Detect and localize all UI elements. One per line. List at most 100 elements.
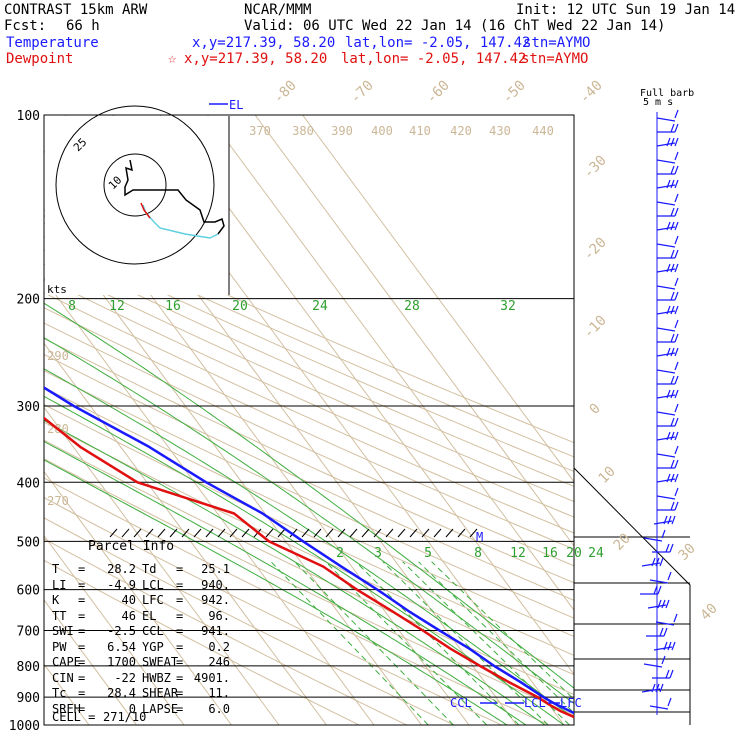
mixing-ratio-label: 16 bbox=[542, 546, 558, 561]
wind-barb bbox=[652, 543, 674, 553]
moist-adiabat-label: 28 bbox=[404, 299, 420, 314]
temperature-legend-label: Temperature bbox=[6, 35, 99, 51]
wind-barb-flag bbox=[670, 333, 675, 343]
lfc-hatch-mark bbox=[397, 528, 406, 538]
wind-barb-flag bbox=[674, 221, 679, 231]
parcel-param-name: CAPE bbox=[52, 655, 81, 669]
parcel-param-name: Tc bbox=[52, 686, 67, 700]
wind-barb bbox=[649, 571, 672, 584]
valid-time: Valid: 06 UTC Wed 22 Jan 14 (16 ChT Wed … bbox=[244, 18, 666, 34]
dry-adiabat-line bbox=[44, 263, 574, 503]
dry-adiabat-line bbox=[44, 517, 455, 725]
wind-barb-shaft bbox=[656, 495, 676, 500]
pressure-tick-label: 500 bbox=[17, 535, 40, 550]
isotherm-label: 0 bbox=[587, 401, 604, 418]
lfc-hatch-mark bbox=[337, 528, 346, 538]
pressure-tick-label: 400 bbox=[17, 476, 40, 491]
sounding-point bbox=[233, 512, 235, 515]
moist-adiabat-label: 20 bbox=[232, 299, 248, 314]
wind-barb-shaft bbox=[656, 159, 676, 164]
sounding-point bbox=[407, 610, 410, 612]
sounding-point bbox=[376, 588, 379, 591]
wind-barb bbox=[641, 557, 664, 567]
wind-barb bbox=[656, 487, 679, 500]
wind-barb-flag bbox=[674, 207, 679, 217]
wind-barb bbox=[656, 277, 679, 290]
moist-adiabat-line bbox=[44, 459, 508, 725]
dry-adiabat-line bbox=[44, 386, 574, 638]
wind-barb-flag bbox=[674, 445, 679, 455]
isotherm-label: -60 bbox=[424, 78, 453, 107]
wind-barb-shaft bbox=[656, 411, 676, 416]
isotherm-line bbox=[44, 599, 137, 725]
isotherm-label: -20 bbox=[581, 235, 610, 264]
parcel-param-name: LCL bbox=[142, 577, 164, 592]
wind-barb-shaft bbox=[649, 579, 669, 584]
wind-barb-flag bbox=[670, 123, 675, 133]
dry-adiabat-line bbox=[44, 559, 360, 725]
wind-barb bbox=[657, 165, 679, 175]
moist-adiabat-label: 8 bbox=[68, 299, 76, 314]
wind-barb-flag bbox=[674, 123, 679, 133]
wind-barb bbox=[657, 375, 679, 385]
fcst-label: Fcst: bbox=[4, 18, 47, 34]
equals-sign: = bbox=[176, 670, 184, 685]
parcel-param-value: 25.1 bbox=[201, 562, 230, 576]
equals-sign: = bbox=[176, 686, 184, 700]
wind-barb bbox=[656, 319, 679, 332]
wind-barb-flag bbox=[651, 683, 656, 693]
wind-barb-flag bbox=[667, 571, 672, 581]
wind-barb bbox=[656, 151, 679, 164]
isotherm-label: 40 bbox=[698, 601, 721, 624]
sounding-point bbox=[449, 648, 452, 650]
isotherm-label: -30 bbox=[581, 153, 610, 182]
lfc-hatch-mark bbox=[193, 528, 202, 538]
dry-adiabat-label: 370 bbox=[249, 124, 271, 138]
pressure-tick-label: 100 bbox=[17, 109, 40, 124]
pressure-tick-label: 800 bbox=[17, 660, 40, 675]
hodograph-unit: kts bbox=[47, 283, 67, 296]
parcel-param-name: SHEAR bbox=[142, 686, 179, 700]
parcel-param-value: 1700 bbox=[107, 655, 136, 669]
parcel-param-name: CIN bbox=[52, 670, 74, 685]
sounding-point bbox=[148, 446, 150, 448]
equals-sign: = bbox=[78, 639, 86, 654]
wind-barb-flag bbox=[674, 361, 679, 371]
equals-sign: = bbox=[176, 562, 184, 576]
sounding-point bbox=[536, 696, 539, 698]
equals-sign: = bbox=[176, 608, 184, 623]
mixing-ratio-line bbox=[294, 561, 454, 725]
wind-barb-flag bbox=[674, 165, 679, 175]
wind-barb bbox=[641, 683, 664, 693]
dry-adiabat-label: 290 bbox=[47, 349, 69, 363]
hodograph-panel bbox=[45, 116, 229, 295]
wind-barb-flag bbox=[670, 417, 675, 427]
lfc-hatch-mark bbox=[181, 528, 190, 538]
moist-adiabat-line bbox=[44, 368, 574, 719]
pressure-tick-label: 200 bbox=[17, 293, 40, 308]
mixing-ratio-label: 8 bbox=[474, 546, 482, 561]
wind-barb-flag bbox=[657, 585, 662, 595]
sounding-point bbox=[136, 481, 139, 484]
wind-barb-shaft bbox=[656, 285, 676, 290]
wind-barb bbox=[653, 641, 676, 651]
wind-barb-flag bbox=[674, 235, 679, 245]
parcel-param-value: 6.0 bbox=[208, 701, 230, 716]
lfc-hatch-mark bbox=[433, 528, 442, 538]
lfc-hatch-mark bbox=[217, 528, 226, 538]
barb-frame-line bbox=[573, 467, 691, 725]
wind-barb-shaft bbox=[656, 369, 676, 374]
lfc-hatch-mark bbox=[157, 528, 166, 538]
cell-value: 271/10 bbox=[103, 710, 147, 724]
moist-adiabat-label: 16 bbox=[165, 299, 181, 314]
mixing-ratio-label: 3 bbox=[374, 546, 382, 561]
dry-adiabat-line bbox=[44, 292, 574, 534]
sounding-point bbox=[322, 565, 325, 568]
cell-label: CELL = bbox=[52, 710, 96, 724]
wind-barb-flag bbox=[670, 207, 675, 217]
center-label: NCAR/MMM bbox=[244, 2, 312, 18]
sounding-point bbox=[73, 405, 75, 407]
wind-barb-flag bbox=[669, 669, 674, 679]
parcel-param-name: TT bbox=[52, 608, 67, 623]
dewpoint-legend-stn: stn=AYMO bbox=[521, 51, 589, 67]
